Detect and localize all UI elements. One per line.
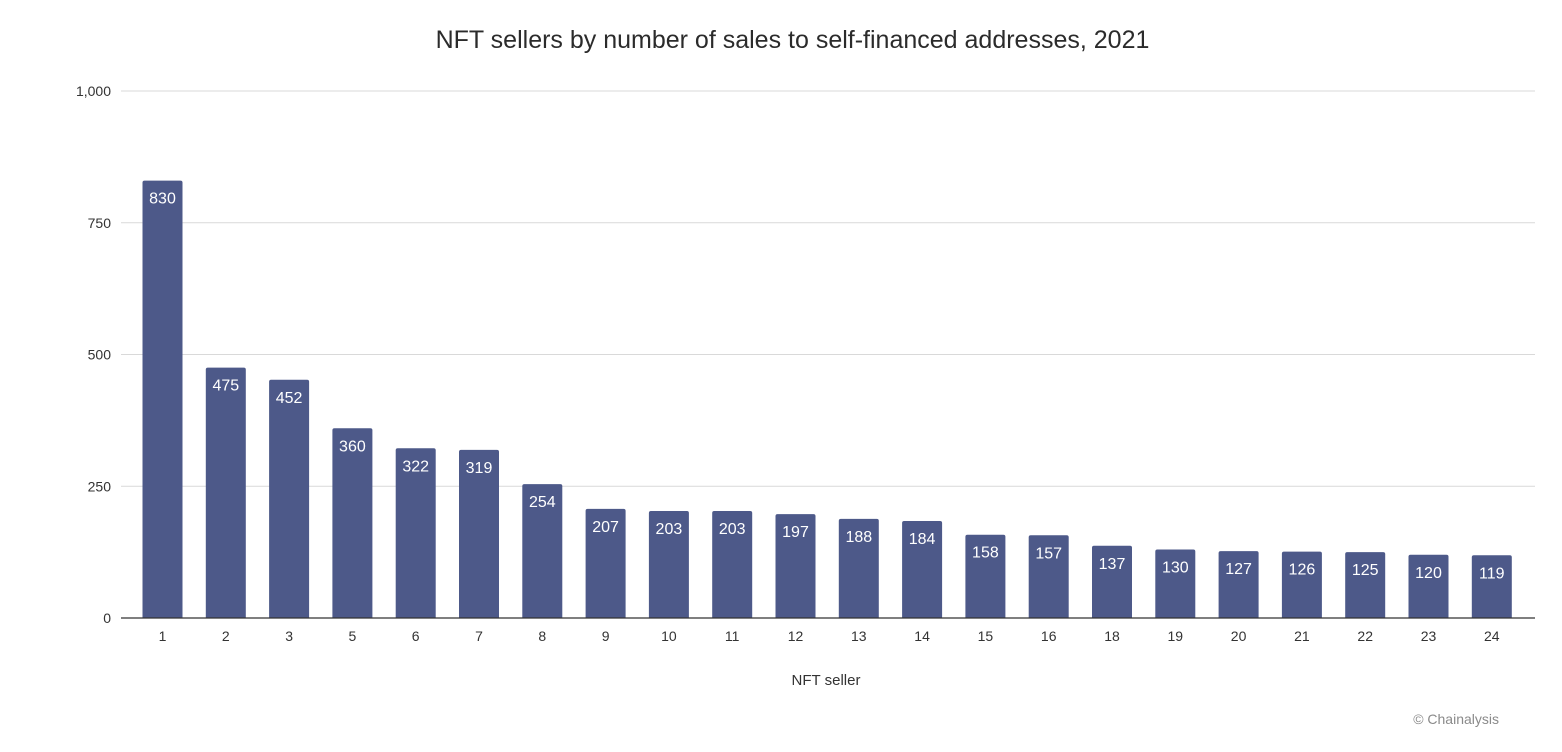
bar-value-label: 157 [1035, 545, 1062, 562]
x-tick-label: 3 [285, 628, 293, 644]
bar-value-label: 120 [1415, 565, 1442, 582]
x-tick-label: 19 [1168, 628, 1184, 644]
bar [332, 428, 373, 618]
y-tick-label: 500 [88, 347, 112, 363]
x-axis-label: NFT seller [792, 672, 861, 689]
gridlines [121, 90, 1535, 487]
y-tick-label: 750 [88, 215, 112, 231]
y-tick-label: 250 [88, 478, 112, 494]
bar [142, 180, 183, 618]
bar-value-label: 125 [1352, 562, 1379, 579]
bar [1092, 545, 1132, 618]
bar-value-label: 360 [339, 438, 366, 455]
source-credit: © Chainalysis [1413, 711, 1499, 727]
bar [1345, 552, 1386, 618]
x-tick-label: 24 [1484, 628, 1500, 644]
bar-value-label: 126 [1289, 562, 1316, 579]
x-tick-label: 16 [1041, 628, 1057, 644]
y-tick-label: 0 [103, 610, 111, 626]
bar-value-label: 137 [1099, 556, 1126, 573]
chart-title: NFT sellers by number of sales to self-f… [435, 26, 1150, 54]
x-tick-label: 20 [1231, 628, 1247, 644]
x-tick-label: 9 [602, 628, 610, 644]
bar-value-label: 207 [592, 519, 619, 536]
x-axis-ticks: 1 2 3 5 6 7 8 9 10 11 12 13 14 15 16 18 19 20 21 22 23 24 [159, 628, 1500, 644]
bar-value-label: 203 [719, 521, 746, 538]
bar [1408, 554, 1449, 618]
bar [459, 449, 499, 618]
bar [1218, 551, 1259, 618]
x-tick-label: 23 [1421, 628, 1437, 644]
bar [1281, 551, 1322, 618]
bar-value-label: 119 [1479, 565, 1505, 582]
bar [648, 511, 689, 618]
bar [205, 367, 246, 618]
bar-value-label: 203 [656, 521, 683, 538]
bar-value-label: 254 [529, 494, 556, 511]
x-tick-label: 8 [538, 628, 546, 644]
bar-value-label: 319 [466, 460, 493, 477]
bar [965, 534, 1006, 618]
bar [269, 379, 310, 618]
x-tick-label: 7 [475, 628, 483, 644]
bar-value-label: 158 [972, 545, 999, 562]
bar-value-label: 127 [1225, 561, 1252, 578]
x-tick-label: 11 [725, 628, 740, 644]
x-tick-label: 5 [349, 628, 357, 644]
bar [1471, 555, 1512, 618]
y-tick-label: 1,000 [76, 83, 111, 99]
bars [142, 180, 1512, 618]
bar-value-label: 322 [402, 458, 429, 475]
x-tick-label: 1 [159, 628, 167, 644]
bar [838, 518, 879, 618]
bar-value-label: 475 [212, 378, 239, 395]
bar [1028, 535, 1069, 618]
bar-value-label: 184 [909, 531, 936, 548]
x-tick-label: 13 [851, 628, 867, 644]
x-tick-label: 6 [412, 628, 420, 644]
bar [395, 448, 436, 618]
bar-value-label: 197 [782, 524, 809, 541]
bar [775, 514, 816, 618]
x-tick-label: 12 [788, 628, 804, 644]
bar-value-label: 830 [149, 191, 176, 208]
data-labels: 830 475 452 360 322 319 254 207 203 203 197 188 184 1… [149, 191, 1505, 583]
bar [1155, 549, 1196, 618]
x-tick-label: 18 [1104, 628, 1120, 644]
bar [902, 521, 943, 618]
bar-value-label: 452 [276, 390, 303, 407]
x-tick-label: 10 [661, 628, 677, 644]
y-axis-ticks: 0 250 500 750 1,000 [76, 83, 111, 626]
x-tick-label: 14 [914, 628, 930, 644]
bar-value-label: 130 [1162, 559, 1189, 576]
x-tick-label: 21 [1294, 628, 1310, 644]
x-tick-label: 2 [222, 628, 230, 644]
bar-value-label: 188 [845, 529, 872, 546]
x-tick-label: 22 [1357, 628, 1373, 644]
bar [522, 484, 563, 618]
x-tick-label: 15 [978, 628, 994, 644]
bar [585, 508, 626, 618]
bar [712, 511, 753, 618]
